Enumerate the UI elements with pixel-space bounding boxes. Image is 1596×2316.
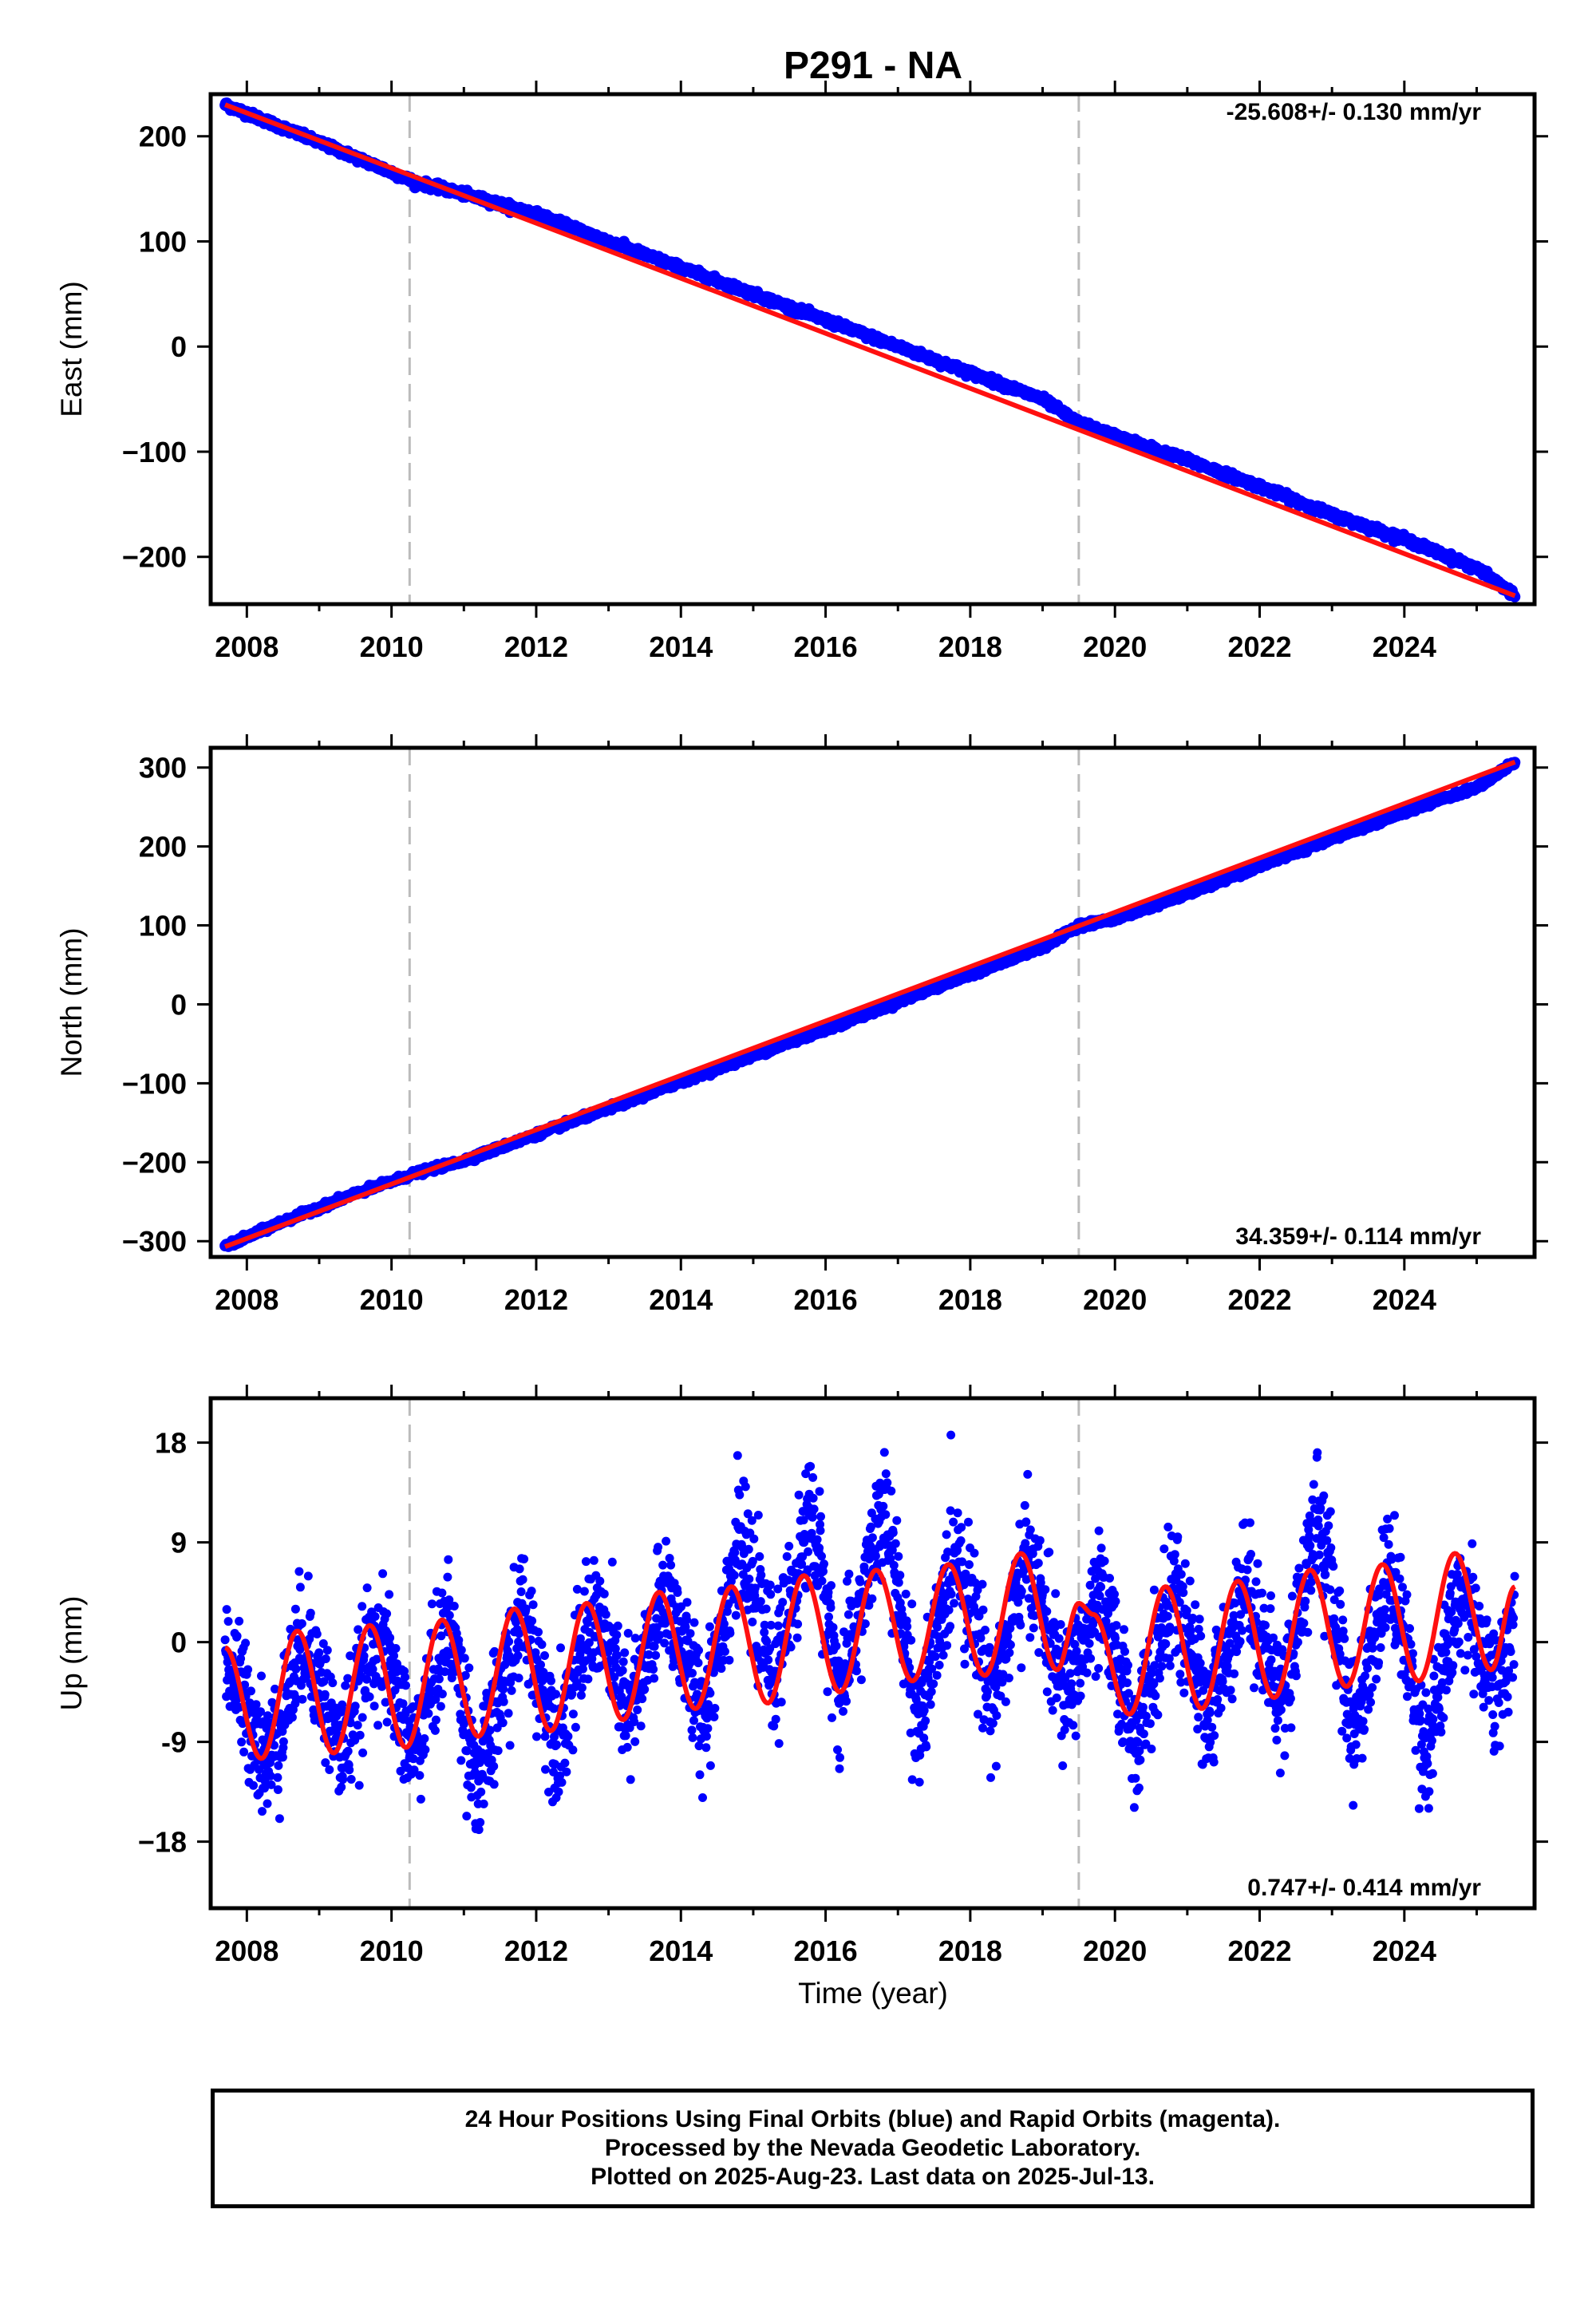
y-tick-label: −300 bbox=[122, 1225, 187, 1258]
x-tick-label: 2020 bbox=[1083, 630, 1147, 663]
data-point bbox=[237, 1737, 247, 1747]
data-point bbox=[240, 1680, 250, 1690]
north-frame bbox=[208, 745, 1537, 1259]
data-point bbox=[247, 1686, 255, 1696]
north-rate-annotation: 34.359+/- 0.114 mm/yr bbox=[1235, 1223, 1481, 1250]
data-point bbox=[220, 1635, 230, 1645]
data-point bbox=[251, 1700, 261, 1709]
x-tick-label: 2014 bbox=[649, 1283, 713, 1316]
x-tick-label: 2016 bbox=[794, 630, 858, 663]
x-tick-label: 2010 bbox=[360, 630, 424, 663]
data-point bbox=[222, 1605, 231, 1614]
panel-north: 2008 2010 2012 2014 2016 2018 2020 2022 2024 300 2… bbox=[55, 734, 1548, 1316]
east-rate-annotation: -25.608+/- 0.130 mm/yr bbox=[1227, 99, 1482, 125]
north-fit-line bbox=[224, 759, 1516, 1249]
x-tick-label: 2018 bbox=[938, 630, 1002, 663]
x-tick-label: 2012 bbox=[504, 630, 568, 663]
data-point bbox=[239, 1747, 249, 1757]
data-point bbox=[232, 1631, 242, 1641]
data-point bbox=[257, 1671, 266, 1681]
x-tick-label: 2024 bbox=[1373, 630, 1436, 663]
x-tick-label: 2008 bbox=[215, 1283, 279, 1316]
panel-east: 2008 2010 2012 2014 2016 2018 2020 2022 2024 200 1… bbox=[55, 81, 1548, 663]
x-tick-label: 2014 bbox=[649, 630, 713, 663]
y-tick-label: 300 bbox=[139, 752, 187, 785]
data-point bbox=[243, 1665, 253, 1674]
data-point bbox=[235, 1616, 244, 1626]
y-tick-label: −100 bbox=[122, 436, 187, 468]
y-tick-label: −200 bbox=[122, 541, 187, 574]
y-tick-label: 100 bbox=[139, 225, 187, 258]
y-tick-label: 0 bbox=[171, 988, 187, 1021]
x-tick-label: 2022 bbox=[1227, 630, 1291, 663]
north-y-axis-label: North (mm) bbox=[55, 927, 88, 1077]
north-observations bbox=[219, 757, 1521, 1252]
up-observations bbox=[220, 1430, 1519, 1835]
east-frame bbox=[208, 92, 1537, 607]
x-tick-label: 2020 bbox=[1083, 1283, 1147, 1316]
figure-title: P291 - NA bbox=[784, 45, 962, 87]
y-tick-label: 0 bbox=[171, 330, 187, 363]
y-tick-label: −100 bbox=[122, 1067, 187, 1100]
x-tick-label: 2016 bbox=[794, 1283, 858, 1316]
east-y-axis-label: East (mm) bbox=[55, 281, 88, 417]
y-tick-label: 100 bbox=[139, 910, 187, 943]
y-tick-label: 200 bbox=[139, 121, 187, 153]
data-point bbox=[236, 1654, 246, 1663]
x-tick-label: 2024 bbox=[1373, 1283, 1436, 1316]
data-point bbox=[223, 1617, 233, 1626]
data-point bbox=[241, 1638, 251, 1648]
panels: 2008 2010 2012 2014 2016 2018 2020 2022 2024 200 1… bbox=[55, 81, 1548, 1967]
x-tick-label: 2012 bbox=[504, 1283, 568, 1316]
data-point bbox=[249, 1780, 258, 1790]
y-tick-label: −200 bbox=[122, 1146, 187, 1179]
x-tick-label: 2008 bbox=[215, 630, 279, 663]
y-tick-label: 200 bbox=[139, 831, 187, 864]
x-tick-label: 2010 bbox=[360, 1283, 424, 1316]
east-fit-line bbox=[224, 102, 1516, 599]
data-point bbox=[258, 1807, 267, 1816]
data-point bbox=[255, 1765, 263, 1774]
panel-up: 2008 2010 2012 2014 2016 2018 2020 2022 20241890… bbox=[55, 1385, 1548, 1967]
x-tick-label: 2022 bbox=[1227, 1283, 1291, 1316]
x-tick-label: 2018 bbox=[938, 1283, 1002, 1316]
data-point bbox=[256, 1707, 265, 1717]
